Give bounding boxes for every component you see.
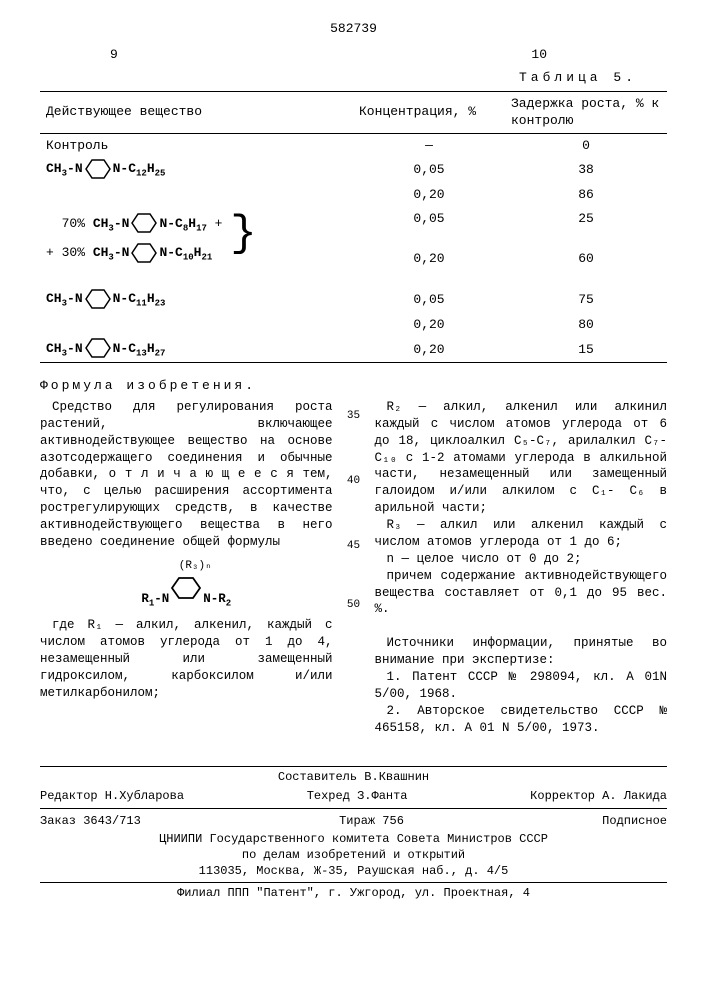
table-row: 70% CH3-NN-C8H17 + } + 30% CH3-NN-C10H21… (40, 207, 667, 232)
lineno: 35 (345, 409, 363, 424)
table-row: 0,20 80 (40, 313, 667, 337)
cell: 75 (505, 287, 667, 313)
cell: 0,20 (353, 183, 505, 207)
col-substance: Действующее вещество (40, 92, 353, 134)
cell (40, 183, 353, 207)
table-row: Контроль — 0 (40, 134, 667, 158)
org: по делам изобретений и открытий (40, 847, 667, 863)
cell: 86 (505, 183, 667, 207)
page-numbers: 9 10 (40, 46, 667, 64)
cell: CH3-NN-C11H23 (40, 287, 353, 313)
cell: 0,05 (353, 157, 505, 183)
cell: 38 (505, 157, 667, 183)
formula-top: (R₃)ₙ (40, 559, 333, 574)
page-left: 9 (110, 46, 118, 64)
left-column: Средство для регулирования роста растени… (40, 399, 333, 737)
cell: 70% CH3-NN-C8H17 + } + 30% CH3-NN-C10H21 (40, 207, 353, 272)
source: 1. Патент СССР № 298094, кл. А 01N 5/00,… (375, 669, 668, 703)
general-formula: (R₃)ₙ R1-NN-R2 (40, 559, 333, 609)
paragraph: причем содержание активнодействующего ве… (375, 568, 668, 619)
table-row: CH3-NN-C11H23 0,05 75 (40, 287, 667, 313)
cell: 15 (505, 337, 667, 363)
lineno: 45 (345, 539, 363, 554)
data-table: Действующее вещество Концентрация, % Зад… (40, 91, 667, 364)
page-right: 10 (531, 46, 547, 64)
tech-editor: Техред З.Фанта (307, 788, 408, 804)
source: 2. Авторское свидетельство СССР № 465158… (375, 703, 668, 737)
footer-block: Составитель В.Квашнин Редактор Н.Хубларо… (40, 766, 667, 900)
body-columns: Средство для регулирования роста растени… (40, 399, 667, 737)
claims-heading: Формула изобретения. (40, 377, 667, 395)
line-numbers: 35 40 45 50 (345, 399, 363, 737)
table-row: CH3-NN-C13H27 0,20 15 (40, 337, 667, 363)
right-column: R₂ — алкил, алкенил или алкинил каждый с… (375, 399, 668, 737)
cell: 0 (505, 134, 667, 158)
paragraph: R₂ — алкил, алкенил или алкинил каждый с… (375, 399, 668, 517)
lineno: 40 (345, 474, 363, 489)
document-number: 582739 (40, 20, 667, 38)
table-row: 0,20 86 (40, 183, 667, 207)
cell: CH3-NN-C13H27 (40, 337, 353, 363)
cell: 0,20 (353, 231, 505, 271)
cell: 60 (505, 231, 667, 271)
table-row: CH3-NN-C12H25 0,05 38 (40, 157, 667, 183)
corrector: Корректор А. Лакида (530, 788, 667, 804)
compiler: Составитель В.Квашнин (40, 769, 667, 785)
cell (40, 313, 353, 337)
cell: Контроль (40, 134, 353, 158)
paragraph: Средство для регулирования роста растени… (40, 399, 333, 551)
cell: CH3-NN-C12H25 (40, 157, 353, 183)
col-retardation: Задержка роста, % к контролю (505, 92, 667, 134)
address: 113035, Москва, Ж-35, Раушская наб., д. … (40, 863, 667, 879)
paragraph: где R₁ — алкил, алкенил, каждый с числом… (40, 617, 333, 701)
branch: Филиал ППП "Патент", г. Ужгород, ул. Про… (40, 885, 667, 901)
paragraph: R₃ — алкил или алкенил каждый с числом а… (375, 517, 668, 551)
cell: — (353, 134, 505, 158)
editor: Редактор Н.Хубларова (40, 788, 184, 804)
cell: 0,05 (353, 207, 505, 232)
cell: 0,05 (353, 287, 505, 313)
cell: 25 (505, 207, 667, 232)
paragraph: n — целое число от 0 до 2; (375, 551, 668, 568)
cell: 80 (505, 313, 667, 337)
sources-heading: Источники информации, принятые во вниман… (375, 635, 668, 669)
tirazh: Тираж 756 (339, 813, 404, 829)
lineno: 50 (345, 598, 363, 613)
order-no: Заказ 3643/713 (40, 813, 141, 829)
cell: 0,20 (353, 337, 505, 363)
org: ЦНИИПИ Государственного комитета Совета … (40, 831, 667, 847)
col-concentration: Концентрация, % (353, 92, 505, 134)
subscription: Подписное (602, 813, 667, 829)
table-label: Таблица 5. (40, 69, 667, 87)
cell: 0,20 (353, 313, 505, 337)
